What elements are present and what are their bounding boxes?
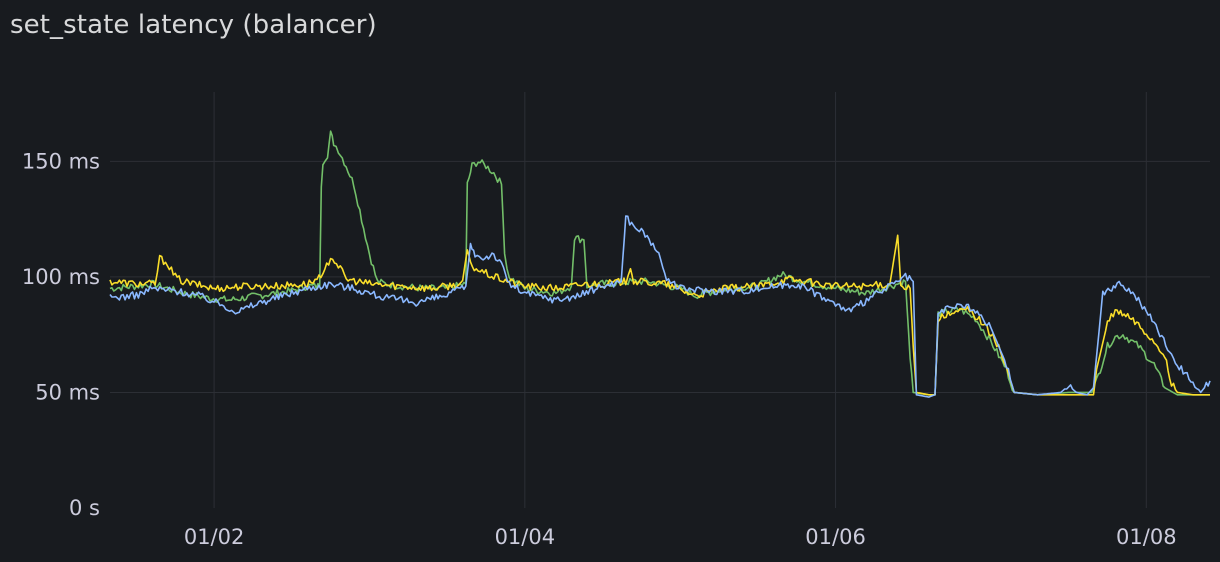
y-grid [110,160,1210,393]
x-tick-label: 01/04 [495,525,556,549]
x-tick-label: 01/06 [805,525,866,549]
y-tick-label: 50 ms [35,380,100,404]
y-tick-label: 150 ms [22,149,100,173]
y-axis: 0 s 50 ms 100 ms 150 ms [22,149,100,520]
x-tick-label: 01/02 [184,525,245,549]
y-tick-label: 0 s [69,496,100,520]
series-line-3[interactable] [109,215,1211,398]
x-axis: 01/02 01/04 01/06 01/08 [184,525,1177,549]
panel-title[interactable]: set_state latency (balancer) [10,10,377,40]
x-grid [213,92,1147,508]
series-layer [109,130,1211,398]
series-line-1[interactable] [109,130,1210,396]
x-tick-label: 01/08 [1116,525,1177,549]
y-tick-label: 100 ms [22,265,100,289]
